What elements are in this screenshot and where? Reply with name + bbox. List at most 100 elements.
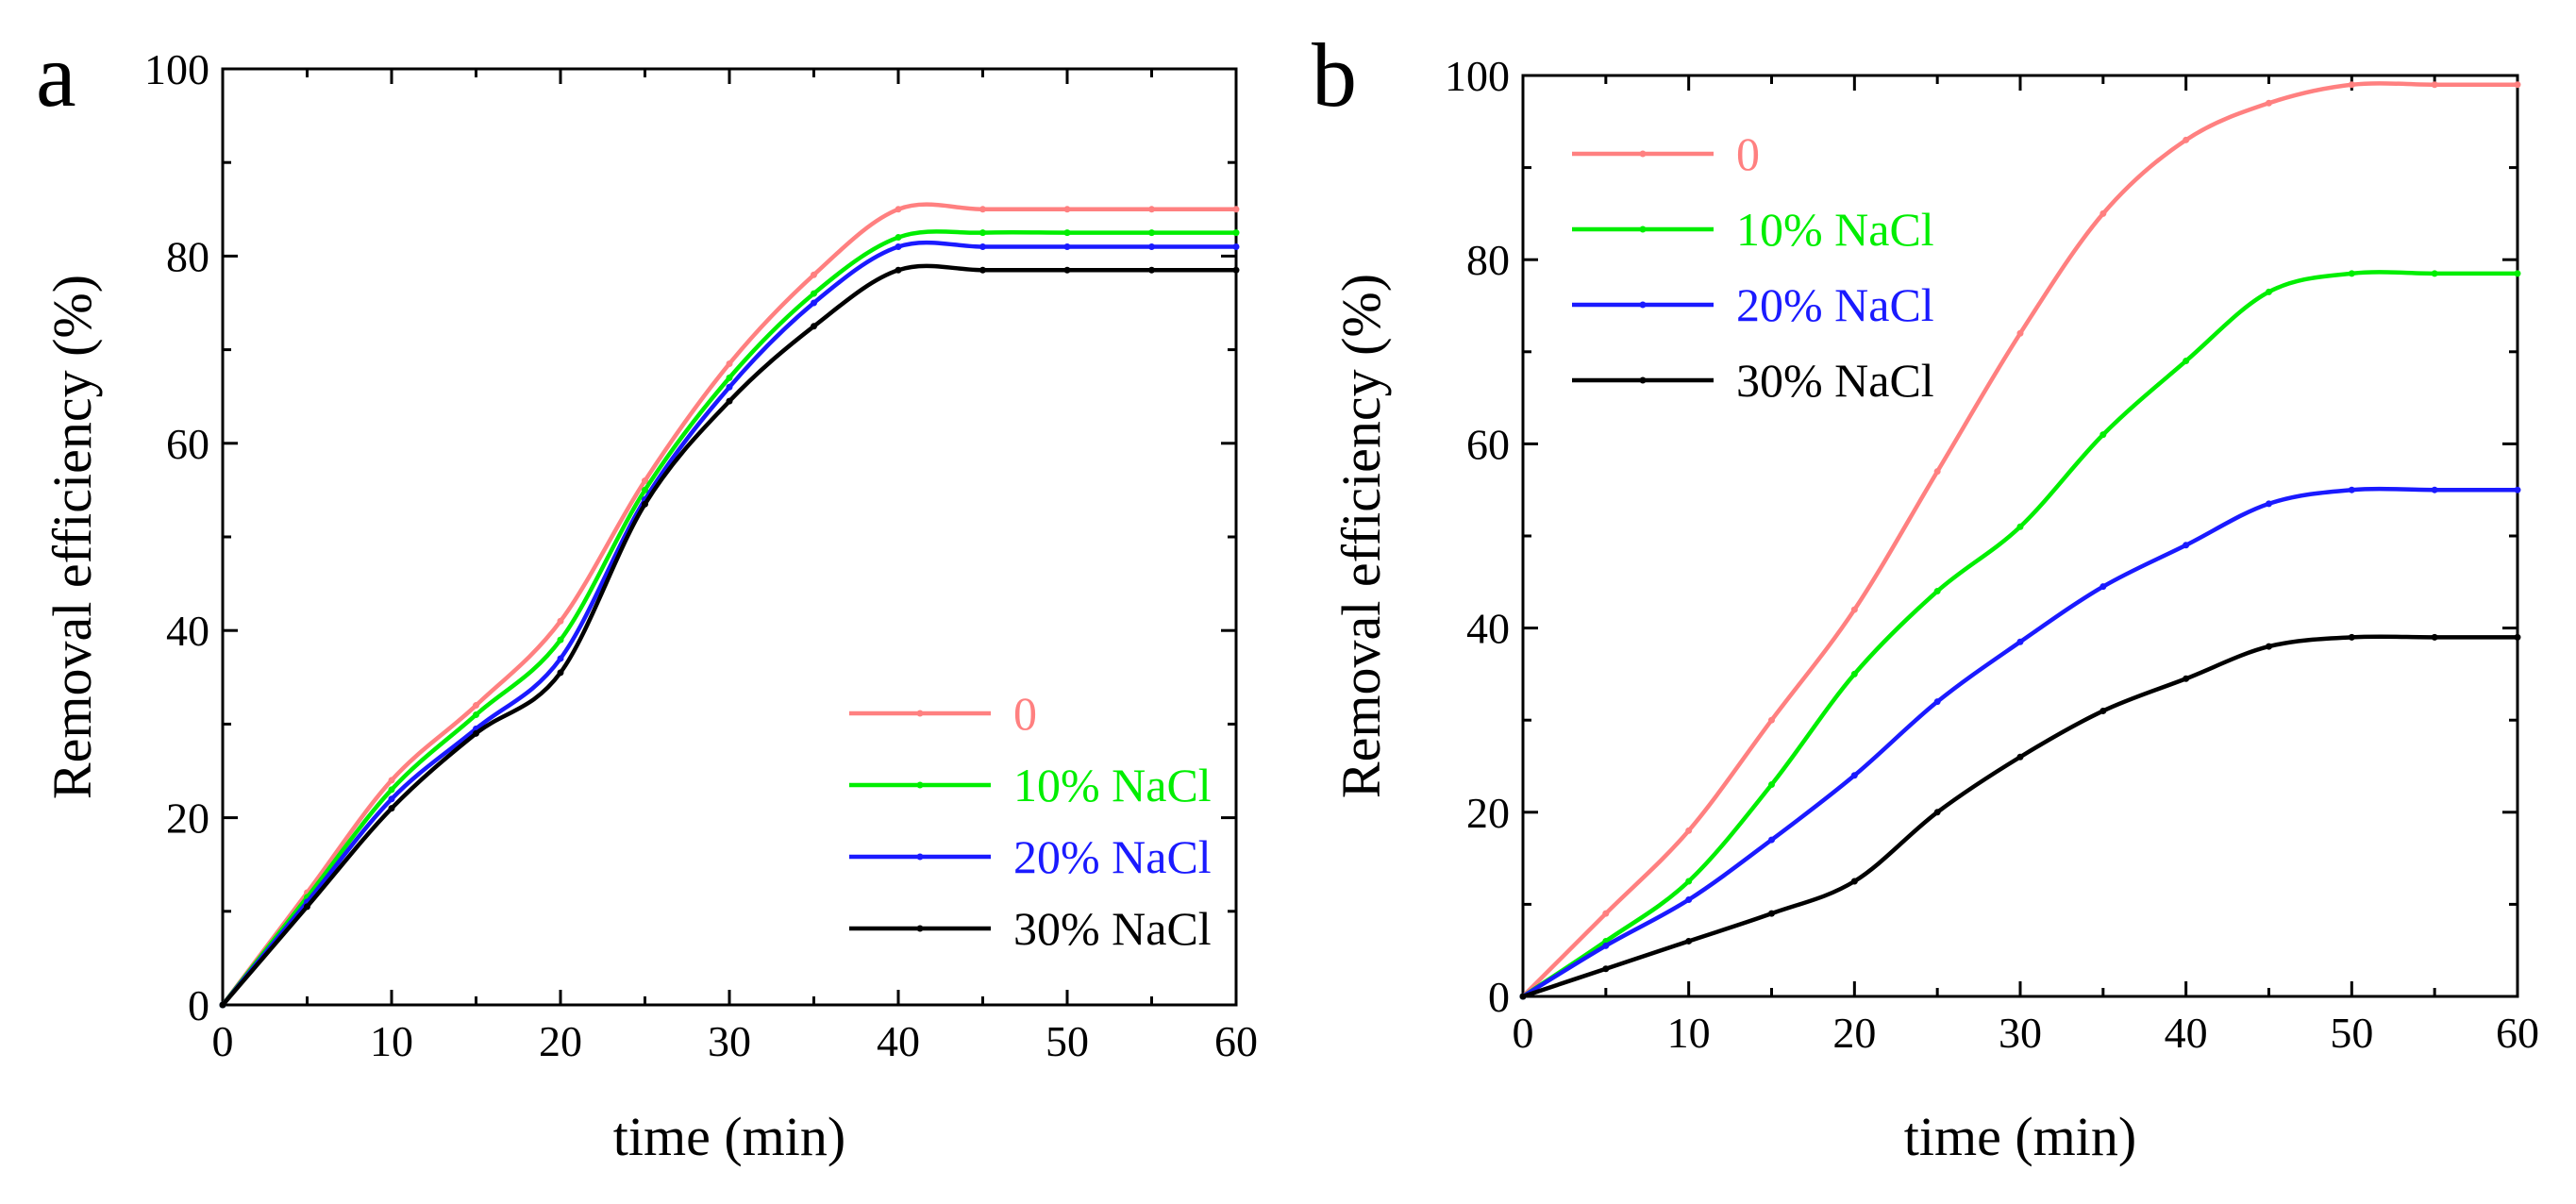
data-point bbox=[1768, 910, 1775, 917]
panel-letter-b: b bbox=[1312, 25, 1357, 125]
y-tick-label: 100 bbox=[144, 45, 209, 93]
data-point bbox=[1519, 993, 1527, 1000]
series-lines-a bbox=[219, 202, 1240, 1009]
x-axis-label-b: time (min) bbox=[1904, 1106, 2136, 1167]
legend-marker bbox=[916, 853, 924, 861]
chart-panel-a: a 0 10 20 30 40 50 60 0 20 40 60 80 100 time (min) R… bbox=[36, 25, 1258, 1167]
x-tick-label: 60 bbox=[1214, 1017, 1258, 1065]
data-point bbox=[1063, 206, 1071, 213]
data-point bbox=[1685, 827, 1693, 834]
legend-label: 0 bbox=[1736, 127, 1760, 180]
data-point bbox=[1148, 206, 1155, 213]
series-line-2 bbox=[1521, 486, 2517, 998]
data-point bbox=[2183, 358, 2190, 365]
x-tick-label: 0 bbox=[1513, 1009, 1534, 1057]
data-point bbox=[557, 669, 564, 677]
data-point bbox=[2514, 81, 2521, 89]
data-point bbox=[2099, 707, 2107, 714]
data-point bbox=[388, 786, 395, 794]
data-point bbox=[2016, 523, 2024, 530]
data-point bbox=[2016, 638, 2024, 645]
y-tick-label: 80 bbox=[166, 232, 209, 280]
data-point bbox=[726, 397, 733, 405]
series-line-0 bbox=[221, 202, 1236, 1007]
legend-a: 0 10% NaCl 20% NaCl 30% NaCl bbox=[849, 687, 1212, 955]
legend-marker bbox=[1639, 150, 1647, 158]
data-point bbox=[1685, 878, 1693, 885]
data-point bbox=[2016, 753, 2024, 761]
data-point bbox=[642, 477, 648, 484]
legend-label: 30% NaCl bbox=[1013, 902, 1212, 955]
data-point bbox=[1602, 965, 1610, 973]
y-tick-label: 100 bbox=[1445, 52, 1510, 100]
data-point bbox=[642, 486, 648, 493]
series-line-1 bbox=[221, 229, 1236, 1007]
data-point bbox=[473, 711, 479, 718]
x-tick-label: 50 bbox=[2330, 1009, 2373, 1057]
y-tick-label: 60 bbox=[1466, 420, 1510, 468]
x-tick-label: 20 bbox=[539, 1017, 582, 1065]
x-tick-label: 20 bbox=[1832, 1009, 1876, 1057]
x-tick-label: 60 bbox=[2496, 1009, 2539, 1057]
series-line-3 bbox=[1522, 634, 2517, 999]
data-point bbox=[895, 234, 902, 242]
axis-ticks-a: 0 10 20 30 40 50 60 0 20 40 60 80 100 bbox=[144, 45, 1258, 1065]
data-point bbox=[388, 777, 395, 784]
data-point bbox=[2514, 270, 2521, 277]
data-point bbox=[811, 271, 817, 278]
x-tick-label: 30 bbox=[708, 1017, 751, 1065]
y-tick-label: 80 bbox=[1466, 236, 1510, 284]
data-point bbox=[2183, 136, 2190, 143]
data-point bbox=[2099, 431, 2107, 439]
data-point bbox=[388, 795, 395, 803]
legend-b: 0 10% NaCl 20% NaCl 30% NaCl bbox=[1572, 127, 1934, 407]
data-point bbox=[895, 206, 902, 213]
data-point bbox=[1148, 229, 1155, 237]
data-point bbox=[557, 617, 564, 625]
data-point bbox=[811, 299, 817, 307]
x-tick-label: 0 bbox=[212, 1017, 234, 1065]
y-tick-label: 0 bbox=[1488, 973, 1510, 1021]
series-lines-b bbox=[1519, 81, 2521, 1000]
legend-label: 30% NaCl bbox=[1736, 354, 1934, 407]
data-point bbox=[726, 360, 733, 367]
data-point bbox=[557, 636, 564, 644]
data-point bbox=[1685, 937, 1693, 945]
x-axis-label-a: time (min) bbox=[613, 1106, 845, 1167]
series-line-3 bbox=[221, 263, 1236, 1007]
data-point bbox=[1850, 606, 1858, 613]
data-point bbox=[1768, 781, 1775, 789]
data-point bbox=[1685, 896, 1693, 904]
data-point bbox=[979, 229, 986, 237]
data-point bbox=[473, 729, 479, 737]
data-point bbox=[979, 266, 986, 274]
data-point bbox=[811, 290, 817, 297]
data-point bbox=[1232, 229, 1240, 237]
y-axis-label-a: Removal efficiency (%) bbox=[42, 275, 103, 799]
data-point bbox=[811, 323, 817, 330]
data-point bbox=[642, 500, 648, 508]
chart-panel-b: b 0 10 20 30 40 50 60 0 20 40 60 80 100 time (min) R… bbox=[1312, 25, 2539, 1167]
data-point bbox=[1063, 242, 1071, 250]
data-point bbox=[2431, 270, 2438, 277]
legend-label: 20% NaCl bbox=[1736, 278, 1934, 331]
data-point bbox=[979, 242, 986, 250]
data-point bbox=[2183, 675, 2190, 682]
data-point bbox=[2266, 500, 2272, 508]
data-point bbox=[2348, 81, 2355, 89]
data-point bbox=[895, 266, 902, 274]
data-point bbox=[219, 1001, 226, 1009]
y-tick-label: 20 bbox=[1466, 789, 1510, 837]
data-point bbox=[1850, 878, 1858, 885]
plot-frame-b bbox=[1521, 74, 2519, 998]
y-tick-label: 40 bbox=[1466, 605, 1510, 653]
data-point bbox=[2514, 486, 2521, 493]
data-point bbox=[2266, 643, 2272, 650]
data-point bbox=[2099, 583, 2107, 591]
x-tick-label: 50 bbox=[1045, 1017, 1089, 1065]
x-tick-label: 10 bbox=[1667, 1009, 1711, 1057]
data-point bbox=[979, 206, 986, 213]
y-tick-label: 20 bbox=[166, 794, 209, 843]
x-tick-label: 30 bbox=[1999, 1009, 2042, 1057]
